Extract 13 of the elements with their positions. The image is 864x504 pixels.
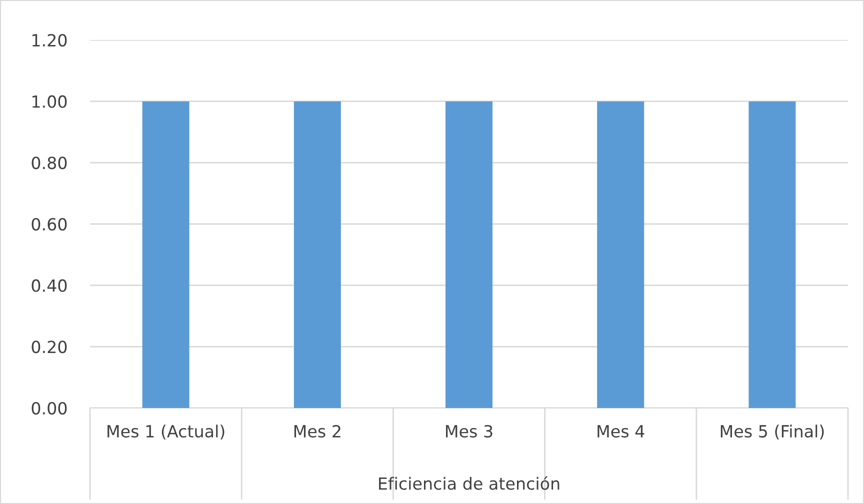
y-tick-label: 0.40 (32, 279, 67, 292)
y-tick-label: 0.60 (32, 218, 67, 231)
y-tick-label: 0.80 (32, 156, 67, 170)
x-tick-label: Mes 4 (598, 425, 644, 438)
x-tick-label: Mes 3 (446, 424, 492, 438)
y-tick-label: 0.00 (32, 402, 67, 415)
x-tick-label: Mes 1 (Actual) (108, 424, 224, 440)
y-tick-label: 1.00 (32, 95, 67, 108)
y-tick-label: 1.20 (32, 34, 67, 47)
x-axis-title: Eficiencia de atención (379, 476, 560, 490)
x-tick-label: Mes 5 (Final) (720, 424, 824, 440)
y-tick-label: 0.20 (32, 340, 67, 354)
x-tick-label: Mes 2 (294, 424, 340, 438)
